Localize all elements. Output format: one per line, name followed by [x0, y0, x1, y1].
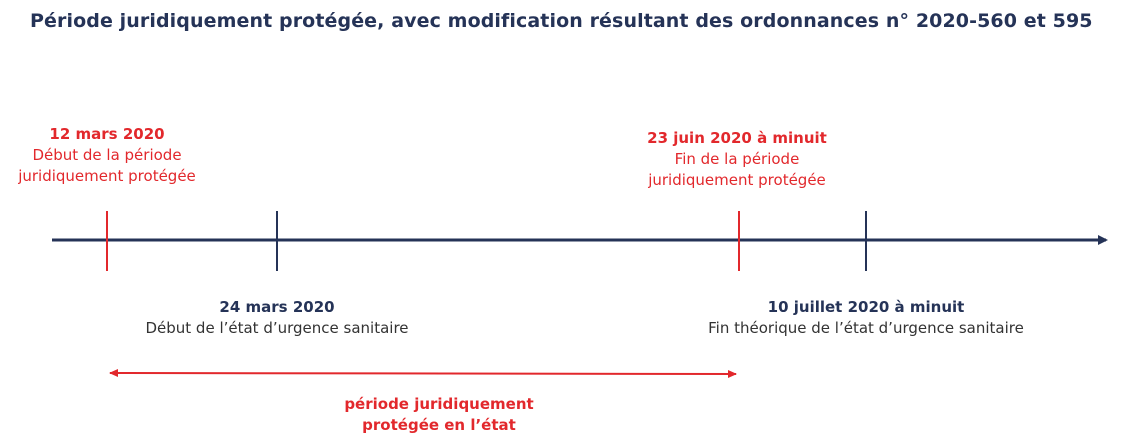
- event-label-end-protected: 23 juin 2020 à minuit Fin de la période …: [617, 128, 857, 191]
- event-date: 23 juin 2020 à minuit: [647, 129, 827, 147]
- event-date: 24 mars 2020: [219, 298, 335, 316]
- event-date: 12 mars 2020: [49, 125, 165, 143]
- event-description: Début de la période: [32, 146, 182, 164]
- event-label-start-emergency: 24 mars 2020 Début de l’état d’urgence s…: [117, 297, 437, 339]
- event-label-end-emergency: 10 juillet 2020 à minuit Fin théorique d…: [676, 297, 1056, 339]
- period-label: période juridiquement protégée en l’état: [309, 394, 569, 436]
- period-label-line1: période juridiquement: [344, 395, 534, 413]
- event-label-start-protected: 12 mars 2020 Début de la période juridiq…: [7, 124, 207, 187]
- event-description: juridiquement protégée: [18, 167, 196, 185]
- diagram-title: Période juridiquement protégée, avec mod…: [30, 10, 1093, 32]
- event-description: Début de l’état d’urgence sanitaire: [145, 319, 409, 337]
- period-double-arrow: [109, 369, 737, 378]
- event-description: juridiquement protégée: [648, 171, 826, 189]
- event-description: Fin théorique de l’état d’urgence sanita…: [708, 319, 1024, 337]
- event-date: 10 juillet 2020 à minuit: [767, 298, 965, 316]
- period-label-line2: protégée en l’état: [362, 416, 516, 434]
- event-description: Fin de la période: [674, 150, 800, 168]
